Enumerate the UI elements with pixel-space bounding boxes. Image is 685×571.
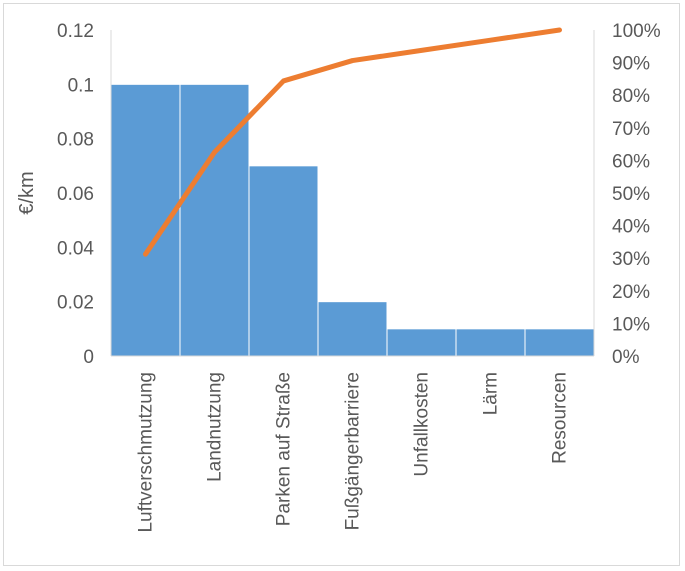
y2-tick-label: 100%: [612, 21, 661, 42]
category-label: Landnutzung: [205, 372, 226, 482]
y2-tick-label: 30%: [612, 249, 650, 270]
y-tick-label: 0: [83, 347, 94, 368]
y-tick-label: 0.12: [57, 21, 94, 42]
axes-layer: [110, 30, 595, 357]
y2-tick-label: 60%: [612, 151, 650, 172]
y2-tick-label: 10%: [612, 314, 650, 335]
cumulative-line-layer: [143, 27, 562, 257]
category-label: Parken auf Straße: [274, 372, 295, 526]
y-tick-label: 0.04: [57, 238, 94, 259]
category-label: Lärm: [481, 372, 502, 415]
y2-tick-label: 40%: [612, 217, 650, 238]
y-ticks-layer: 0 0.02 0.04 0.06 0.08 0.1 0.12: [57, 21, 94, 368]
bar-4: [317, 301, 388, 357]
y-tick-label: 0.08: [57, 130, 94, 151]
y2-tick-label: 80%: [612, 86, 650, 107]
y2-ticks-layer: 0% 10% 20% 30% 40% 50% 60% 70% 80% 90% 100%: [612, 21, 661, 368]
cumulative-line: [143, 27, 562, 257]
bar-3: [248, 165, 319, 357]
y2-tick-label: 90%: [612, 54, 650, 75]
category-labels-layer: Luftverschmutzung Landnutzung Parken auf S…: [136, 372, 571, 533]
category-label: Luftverschmutzung: [136, 372, 157, 533]
y2-tick-label: 0%: [612, 347, 640, 368]
bar-7: [524, 328, 595, 357]
y-tick-label: 0.06: [57, 184, 94, 205]
y2-tick-label: 50%: [612, 184, 650, 205]
bars-layer: [110, 83, 595, 357]
y2-tick-label: 70%: [612, 119, 650, 140]
y-tick-label: 0.02: [57, 293, 94, 314]
category-label: Resourcen: [550, 372, 571, 464]
bar-6: [455, 328, 526, 357]
y-tick-label: 0.1: [68, 75, 94, 96]
bar-5: [386, 328, 457, 357]
y-axis-title: €/km: [16, 171, 38, 214]
y2-tick-label: 20%: [612, 282, 650, 303]
category-label: Fußgängerbarriere: [343, 372, 364, 530]
category-label: Unfallkosten: [412, 372, 433, 477]
